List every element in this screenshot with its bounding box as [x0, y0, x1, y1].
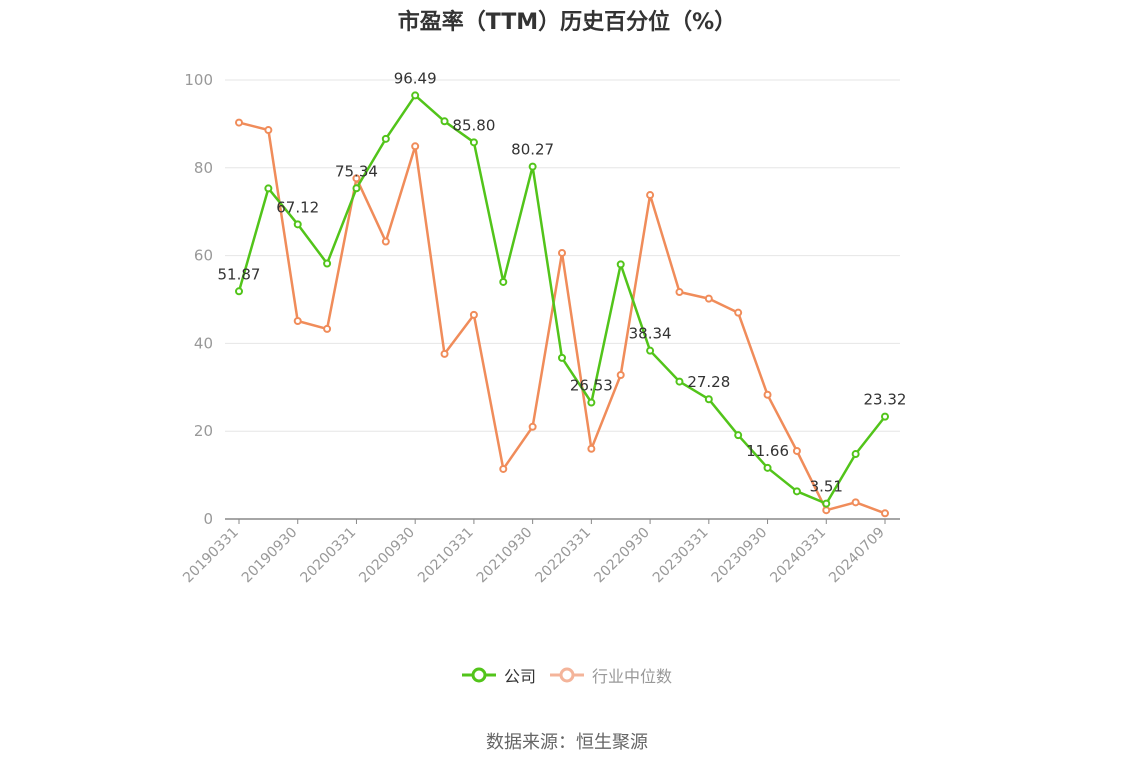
data-point-industry[interactable]: [763, 390, 772, 399]
data-point-industry[interactable]: [528, 422, 537, 431]
data-point-industry[interactable]: [411, 142, 420, 151]
data-point-industry[interactable]: [587, 444, 596, 453]
data-label: 3.51: [810, 478, 843, 496]
x-tick-label: 20220331: [532, 525, 594, 587]
data-point-company[interactable]: [792, 487, 801, 496]
data-point-industry[interactable]: [616, 371, 625, 380]
legend-company-label: 公司: [503, 667, 536, 686]
data-point-company[interactable]: [616, 260, 625, 269]
data-point-company[interactable]: [323, 259, 332, 268]
data-label: 27.28: [687, 373, 730, 391]
data-label: 11.66: [746, 442, 789, 460]
x-tick-label: 20230331: [650, 525, 712, 587]
data-point-company[interactable]: [704, 395, 713, 404]
x-tick-label: 20200331: [298, 525, 360, 587]
data-point-company[interactable]: [235, 287, 243, 296]
data-point-industry[interactable]: [851, 498, 860, 507]
data-point-company[interactable]: [381, 134, 390, 143]
x-tick-label: 20190331: [180, 525, 242, 587]
data-point-industry[interactable]: [499, 464, 508, 473]
legend-item-industry[interactable]: 行业中位数: [550, 663, 672, 687]
data-point-industry[interactable]: [881, 509, 889, 518]
data-point-company[interactable]: [881, 412, 889, 421]
x-tick-label: 20210930: [474, 525, 536, 587]
data-point-company[interactable]: [763, 463, 772, 472]
data-label: 85.80: [452, 116, 495, 134]
legend-item-company[interactable]: 公司: [461, 663, 536, 687]
x-tick-label: 20210331: [415, 525, 477, 587]
legend-industry-marker-icon: [550, 667, 584, 683]
y-tick-label: 60: [194, 247, 213, 265]
data-label: 96.49: [394, 69, 437, 87]
x-tick-label: 20230930: [709, 525, 771, 587]
data-point-industry[interactable]: [323, 324, 332, 333]
data-point-company[interactable]: [264, 184, 273, 193]
data-source-note: 数据来源：恒生聚源: [486, 732, 648, 753]
y-tick-label: 20: [194, 422, 213, 440]
data-point-industry[interactable]: [822, 506, 831, 515]
legend: 公司 行业中位数: [0, 663, 1134, 687]
y-tick-label: 100: [184, 71, 213, 89]
data-point-industry[interactable]: [235, 118, 243, 127]
data-point-industry[interactable]: [469, 310, 478, 319]
data-label: 38.34: [629, 325, 672, 343]
x-tick-label: 20200930: [356, 525, 418, 587]
data-label: 23.32: [864, 391, 907, 409]
data-point-industry[interactable]: [440, 349, 449, 358]
data-point-industry[interactable]: [734, 308, 743, 317]
data-point-industry[interactable]: [264, 126, 273, 135]
data-point-company[interactable]: [675, 377, 684, 386]
data-point-industry[interactable]: [352, 174, 361, 183]
data-point-company[interactable]: [440, 117, 449, 126]
data-point-company[interactable]: [851, 450, 860, 459]
data-point-company[interactable]: [352, 184, 361, 193]
data-point-industry[interactable]: [293, 317, 302, 326]
data-label: 51.87: [218, 265, 261, 283]
y-tick-label: 80: [194, 159, 213, 177]
data-label-layer: 51.87 67.12 75.34 96.49 85.80 80.27 26.53 38.34…: [218, 69, 907, 495]
data-point-company[interactable]: [646, 346, 655, 355]
data-point-company[interactable]: [411, 91, 420, 100]
x-tick-label: 20220930: [591, 525, 653, 587]
data-label: 80.27: [511, 141, 554, 159]
data-point-industry[interactable]: [646, 191, 655, 200]
x-tick-label: 20240709: [826, 525, 888, 587]
legend-industry-label: 行业中位数: [592, 667, 673, 686]
data-point-industry[interactable]: [792, 446, 801, 455]
data-point-company[interactable]: [822, 499, 831, 508]
data-point-company[interactable]: [469, 138, 478, 147]
chart-title: 市盈率（TTM）历史百分位（%）: [397, 10, 737, 35]
series-layer: [235, 91, 889, 518]
data-label: 75.34: [335, 162, 378, 180]
data-point-company[interactable]: [558, 353, 566, 362]
data-point-company[interactable]: [734, 431, 743, 440]
x-tick-label: 20190930: [239, 525, 301, 587]
data-point-company[interactable]: [499, 277, 508, 286]
legend-company-marker-icon: [461, 667, 496, 683]
data-point-industry[interactable]: [704, 294, 713, 303]
y-tick-label: 0: [203, 510, 213, 528]
y-tick-label: 40: [194, 334, 213, 352]
data-point-company[interactable]: [587, 398, 596, 407]
data-point-industry[interactable]: [381, 237, 390, 246]
data-label: 26.53: [570, 377, 613, 395]
data-label: 67.12: [276, 198, 319, 216]
x-tick-label: 20240331: [767, 525, 829, 587]
data-point-company[interactable]: [293, 220, 302, 229]
data-point-industry[interactable]: [558, 248, 566, 257]
data-point-industry[interactable]: [675, 288, 684, 297]
data-point-company[interactable]: [528, 162, 537, 171]
